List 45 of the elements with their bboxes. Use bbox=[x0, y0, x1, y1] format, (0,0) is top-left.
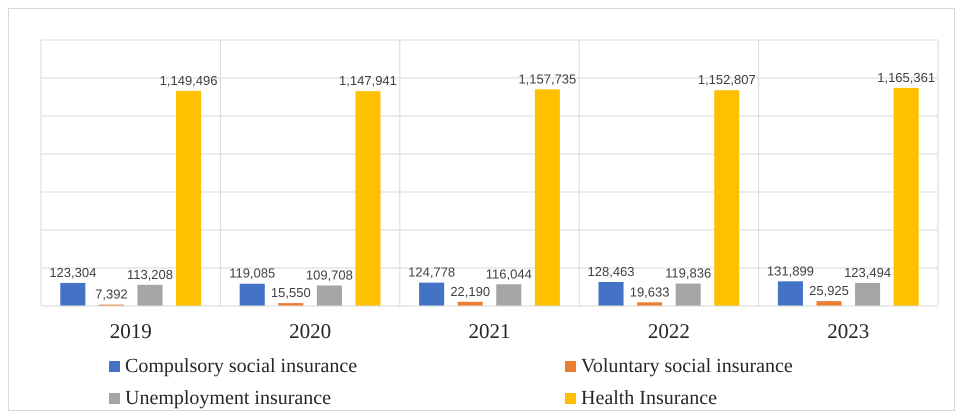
data-label: 113,208 bbox=[126, 266, 174, 282]
legend-label: Health Insurance bbox=[581, 387, 718, 409]
legend-label: Voluntary social insurance bbox=[581, 355, 793, 377]
x-tick-label: 2022 bbox=[648, 319, 690, 343]
bar bbox=[355, 91, 381, 306]
bar bbox=[316, 285, 342, 306]
bar bbox=[137, 284, 163, 306]
legend-label: Compulsory social insurance bbox=[125, 355, 358, 377]
bar bbox=[496, 284, 522, 306]
bar bbox=[676, 284, 701, 306]
bar bbox=[240, 284, 265, 306]
x-tick-label: 2021 bbox=[468, 319, 510, 343]
data-label: 22,190 bbox=[450, 284, 490, 299]
bar bbox=[176, 90, 202, 306]
data-label: 1,147,941 bbox=[339, 73, 397, 88]
data-label: 123,494 bbox=[844, 264, 892, 280]
bar bbox=[714, 90, 740, 306]
x-tick-label: 2019 bbox=[110, 319, 152, 343]
data-label: 1,149,496 bbox=[160, 72, 218, 88]
bar bbox=[855, 282, 880, 306]
data-label: 124,778 bbox=[408, 264, 456, 280]
bar bbox=[816, 301, 842, 306]
data-label: 19,633 bbox=[630, 284, 670, 300]
legend-label: Unemployment insurance bbox=[125, 387, 332, 409]
data-label: 123,304 bbox=[49, 264, 96, 280]
data-label: 119,836 bbox=[665, 266, 712, 281]
bar bbox=[60, 282, 86, 306]
x-tick-label: 2020 bbox=[289, 319, 332, 343]
data-label: 116,044 bbox=[486, 266, 532, 282]
data-label: 128,463 bbox=[588, 264, 635, 279]
data-label: 25,925 bbox=[809, 283, 849, 298]
x-tick-label: 2023 bbox=[827, 319, 870, 343]
data-label: 1,152,807 bbox=[698, 72, 756, 88]
data-label: 7,392 bbox=[95, 286, 128, 302]
data-label: 15,550 bbox=[270, 285, 311, 300]
bar bbox=[419, 282, 444, 306]
bar bbox=[894, 88, 919, 306]
data-label: 119,085 bbox=[229, 266, 276, 281]
data-label: 109,708 bbox=[306, 267, 353, 282]
bar bbox=[534, 89, 560, 306]
data-label: 1,165,361 bbox=[877, 70, 936, 85]
bar bbox=[778, 281, 803, 306]
bar bbox=[598, 282, 624, 306]
data-label: 1,157,735 bbox=[518, 71, 576, 86]
data-label: 131,899 bbox=[766, 263, 814, 278]
